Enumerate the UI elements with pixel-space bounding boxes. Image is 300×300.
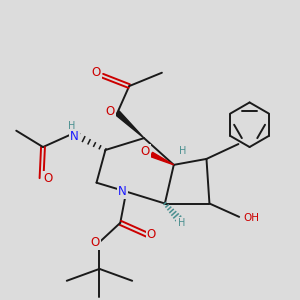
Text: O: O <box>44 172 53 185</box>
Polygon shape <box>151 152 174 165</box>
Text: O: O <box>92 66 101 79</box>
Text: H: H <box>68 121 75 131</box>
Polygon shape <box>116 111 144 138</box>
Text: N: N <box>118 185 127 198</box>
Text: OH: OH <box>243 213 259 224</box>
Text: O: O <box>140 145 150 158</box>
Text: O: O <box>105 105 115 118</box>
Text: H: H <box>179 146 186 157</box>
Text: N: N <box>70 130 79 143</box>
Text: O: O <box>90 236 100 249</box>
Text: O: O <box>147 228 156 241</box>
Text: H: H <box>178 218 185 228</box>
